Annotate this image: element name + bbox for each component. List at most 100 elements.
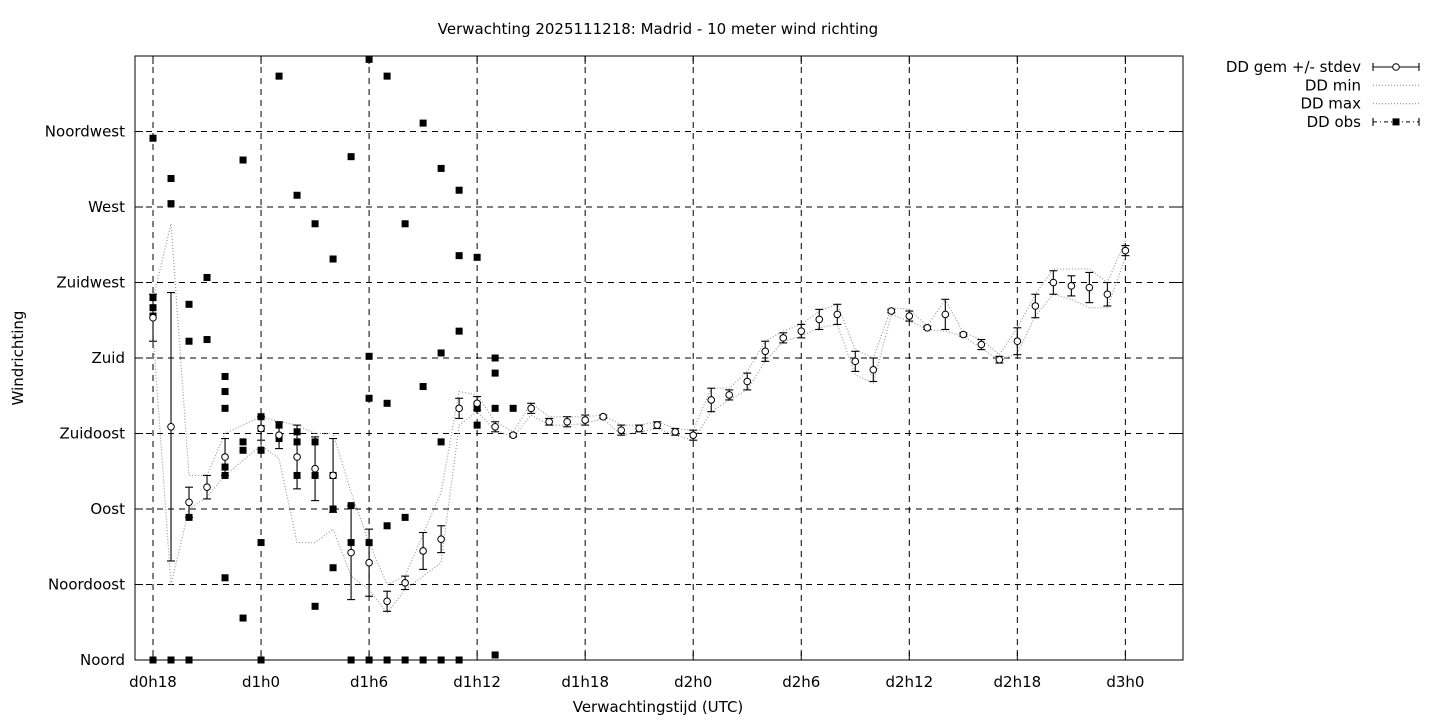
y-tick-label: Noordoost bbox=[48, 576, 125, 594]
obs-point bbox=[311, 438, 319, 446]
legend-label: DD obs bbox=[1307, 113, 1362, 131]
obs-point bbox=[329, 564, 337, 572]
mean-point bbox=[1121, 246, 1130, 255]
obs-point bbox=[419, 119, 427, 127]
obs-point bbox=[455, 186, 463, 194]
obs-point bbox=[257, 446, 265, 454]
obs-point bbox=[239, 614, 247, 622]
obs-point bbox=[257, 539, 265, 547]
x-tick-label: d2h6 bbox=[782, 673, 820, 691]
legend-label: DD gem +/- stdev bbox=[1226, 58, 1361, 76]
obs-point bbox=[221, 372, 229, 380]
obs-point bbox=[167, 174, 175, 182]
min-max-series bbox=[152, 223, 1126, 615]
mean-point bbox=[221, 453, 229, 461]
obs-point bbox=[437, 438, 445, 446]
obs-point bbox=[401, 513, 409, 521]
mean-point bbox=[455, 404, 463, 413]
mean-point bbox=[1067, 282, 1076, 290]
obs-point bbox=[221, 463, 229, 471]
mean-point bbox=[167, 422, 175, 431]
obs-point bbox=[473, 253, 481, 261]
obs-point bbox=[185, 337, 193, 345]
mean-point bbox=[869, 365, 878, 374]
obs-point bbox=[293, 191, 301, 199]
x-tick-label: d1h12 bbox=[453, 673, 501, 691]
obs-point bbox=[239, 156, 247, 164]
mean-point bbox=[707, 396, 716, 404]
obs-point bbox=[203, 273, 211, 281]
mean-point bbox=[833, 310, 842, 319]
x-tick-label: d3h0 bbox=[1106, 673, 1144, 691]
obs-point bbox=[491, 651, 499, 659]
mean-point bbox=[473, 399, 481, 408]
obs-point bbox=[491, 404, 499, 412]
obs-point bbox=[185, 300, 193, 308]
mean-point bbox=[275, 431, 283, 439]
obs-point bbox=[221, 388, 229, 396]
mean-point bbox=[581, 416, 589, 424]
obs-point bbox=[293, 471, 301, 479]
obs-point bbox=[365, 394, 373, 402]
obs-point bbox=[365, 539, 373, 547]
obs-point bbox=[419, 383, 427, 391]
obs-point bbox=[221, 574, 229, 582]
y-tick-label: Noord bbox=[80, 651, 125, 669]
mean-point bbox=[437, 535, 445, 544]
obs-point bbox=[311, 471, 319, 479]
y-tick-label: Zuid bbox=[92, 349, 125, 367]
legend-swatch-marker bbox=[1392, 118, 1400, 126]
observation-markers bbox=[149, 55, 517, 664]
mean-point bbox=[905, 312, 914, 320]
mean-point bbox=[527, 404, 535, 413]
obs-point bbox=[347, 502, 355, 510]
mean-point bbox=[923, 324, 932, 332]
mean-point bbox=[887, 307, 896, 315]
y-axis-ticks: Noord Noordoost Oost Zuidoost Zuid Zuidwest We… bbox=[45, 123, 1183, 669]
dd-min-line bbox=[152, 257, 1126, 615]
obs-point bbox=[473, 404, 481, 412]
x-tick-label: d2h0 bbox=[674, 673, 712, 691]
mean-point bbox=[1013, 337, 1022, 346]
obs-point bbox=[293, 428, 301, 436]
obs-point bbox=[149, 294, 157, 302]
mean-point bbox=[617, 426, 625, 434]
mean-point bbox=[761, 347, 770, 356]
y-tick-label: Noordwest bbox=[45, 123, 125, 141]
mean-point bbox=[545, 417, 553, 426]
mean-point bbox=[383, 597, 391, 606]
mean-point bbox=[689, 431, 698, 439]
mean-point bbox=[509, 431, 517, 439]
x-tick-label: d1h6 bbox=[350, 673, 388, 691]
obs-point bbox=[473, 421, 481, 429]
mean-point bbox=[311, 464, 319, 473]
obs-point bbox=[311, 602, 319, 610]
x-axis-ticks: d0h18 d1h0 d1h6 d1h12 d1h18 d2h0 d2h6 d2h12 d2h1… bbox=[129, 56, 1144, 691]
mean-point bbox=[653, 421, 661, 429]
mean-point bbox=[671, 428, 680, 436]
obs-point bbox=[437, 164, 445, 172]
x-tick-label: d0h18 bbox=[129, 673, 177, 691]
mean-point bbox=[185, 498, 193, 507]
mean-point bbox=[293, 453, 301, 461]
mean-point bbox=[563, 417, 571, 426]
mean-point bbox=[329, 471, 337, 480]
mean-point bbox=[995, 355, 1004, 364]
mean-point bbox=[977, 340, 986, 349]
obs-point bbox=[383, 72, 391, 80]
mean-point bbox=[347, 548, 355, 557]
obs-point bbox=[185, 513, 193, 521]
mean-point bbox=[779, 334, 788, 342]
obs-point bbox=[221, 404, 229, 412]
mean-point bbox=[1031, 302, 1040, 310]
x-tick-label: d1h18 bbox=[561, 673, 609, 691]
legend-swatch-marker bbox=[1392, 63, 1400, 71]
obs-point bbox=[221, 471, 229, 479]
obs-point bbox=[239, 446, 247, 454]
mean-point bbox=[1049, 278, 1058, 287]
obs-point bbox=[167, 200, 175, 208]
obs-point bbox=[509, 404, 517, 412]
obs-point bbox=[275, 421, 283, 429]
